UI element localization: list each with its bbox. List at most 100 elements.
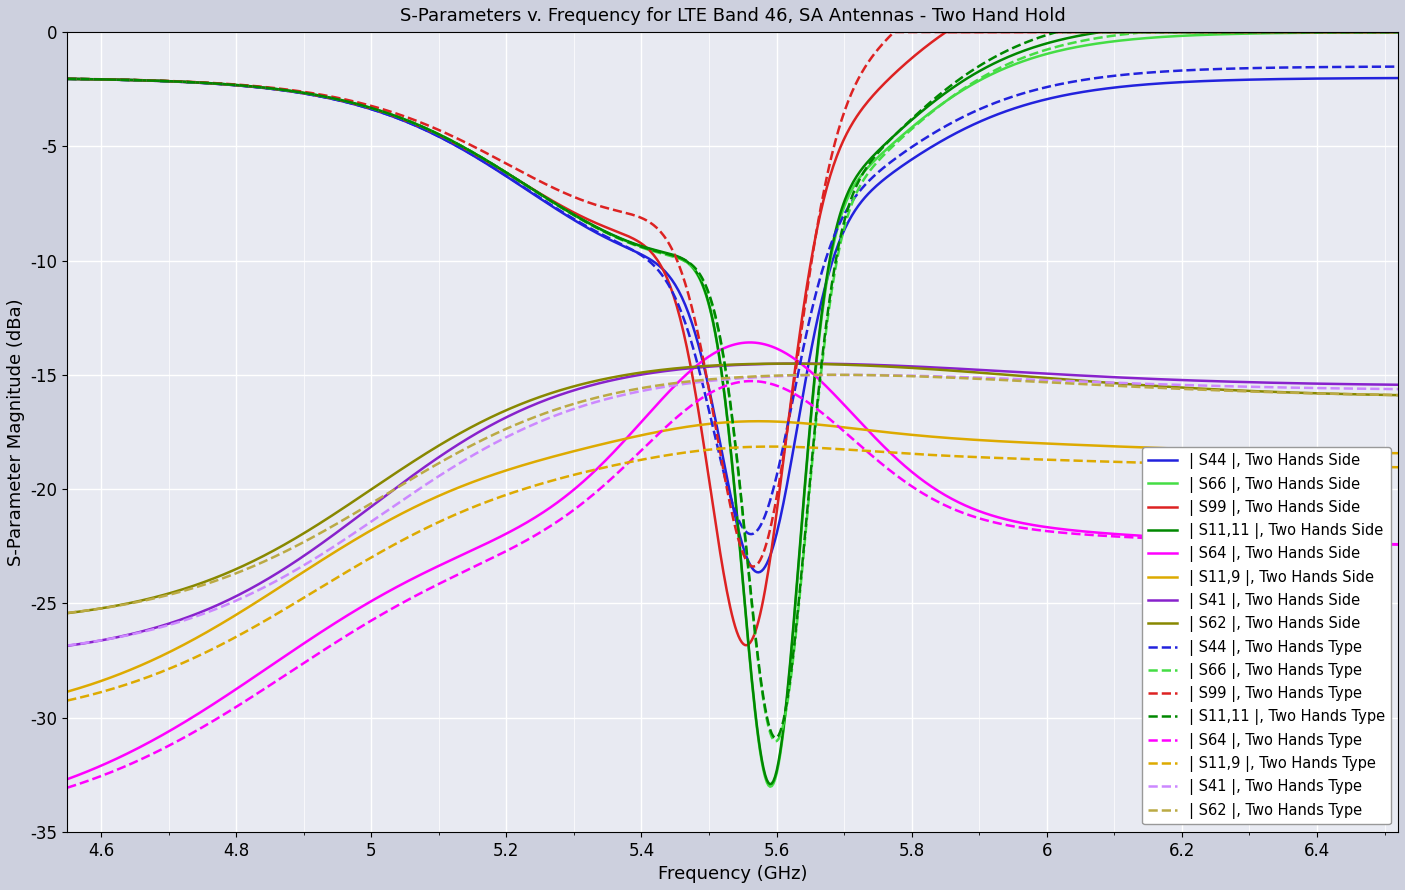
- | S11,9 |, Two Hands Type: [1069, 456, 1086, 466]
- | S41 |, Two Hands Type: [908, 370, 924, 381]
- | S62 |, Two Hands Type: [1069, 378, 1086, 389]
- | S62 |, Two Hands Type: [140, 595, 157, 605]
- Line: | S11,11 |, Two Hands Side: | S11,11 |, Two Hands Side: [67, 32, 1398, 784]
- | S62 |, Two Hands Side: [1069, 375, 1086, 385]
- | S44 |, Two Hands Type: [1390, 61, 1405, 72]
- | S66 |, Two Hands Side: [868, 153, 885, 164]
- | S99 |, Two Hands Type: [59, 74, 76, 85]
- | S62 |, Two Hands Type: [868, 370, 885, 381]
- | S41 |, Two Hands Type: [832, 369, 849, 380]
- | S66 |, Two Hands Side: [1207, 29, 1224, 40]
- Line: | S44 |, Two Hands Type: | S44 |, Two Hands Type: [67, 67, 1398, 534]
- | S44 |, Two Hands Type: [1207, 64, 1224, 75]
- | S41 |, Two Hands Side: [140, 624, 157, 635]
- Y-axis label: S-Parameter Magnitude (dBa): S-Parameter Magnitude (dBa): [7, 298, 25, 566]
- | S99 |, Two Hands Side: [833, 139, 850, 150]
- | S41 |, Two Hands Side: [1390, 379, 1405, 390]
- | S99 |, Two Hands Side: [59, 74, 76, 85]
- | S64 |, Two Hands Side: [1207, 534, 1224, 545]
- | S99 |, Two Hands Type: [1390, 27, 1405, 37]
- | S62 |, Two Hands Side: [868, 360, 885, 371]
- | S41 |, Two Hands Type: [840, 369, 857, 380]
- X-axis label: Frequency (GHz): Frequency (GHz): [658, 865, 808, 883]
- | S44 |, Two Hands Type: [59, 74, 76, 85]
- | S66 |, Two Hands Type: [868, 158, 885, 168]
- | S44 |, Two Hands Side: [833, 231, 850, 241]
- Line: | S11,9 |, Two Hands Side: | S11,9 |, Two Hands Side: [67, 421, 1398, 692]
- | S41 |, Two Hands Type: [59, 640, 76, 651]
- | S99 |, Two Hands Side: [1072, 27, 1089, 37]
- | S11,9 |, Two Hands Side: [1207, 444, 1224, 455]
- Line: | S62 |, Two Hands Side: | S62 |, Two Hands Side: [67, 364, 1398, 613]
- | S11,9 |, Two Hands Type: [833, 444, 850, 455]
- Title: S-Parameters v. Frequency for LTE Band 46, SA Antennas - Two Hand Hold: S-Parameters v. Frequency for LTE Band 4…: [400, 7, 1065, 25]
- Line: | S11,11 |, Two Hands Type: | S11,11 |, Two Hands Type: [67, 32, 1398, 738]
- | S66 |, Two Hands Side: [833, 208, 850, 219]
- | S64 |, Two Hands Side: [833, 397, 850, 408]
- | S41 |, Two Hands Type: [1390, 384, 1405, 394]
- | S66 |, Two Hands Side: [1390, 27, 1405, 37]
- | S66 |, Two Hands Side: [908, 118, 924, 129]
- | S99 |, Two Hands Type: [887, 27, 903, 37]
- | S64 |, Two Hands Side: [59, 774, 76, 785]
- | S11,9 |, Two Hands Side: [59, 686, 76, 697]
- | S11,11 |, Two Hands Side: [868, 147, 885, 158]
- | S11,11 |, Two Hands Type: [1072, 27, 1089, 37]
- | S41 |, Two Hands Side: [868, 360, 885, 370]
- Line: | S99 |, Two Hands Side: | S99 |, Two Hands Side: [67, 32, 1398, 645]
- | S99 |, Two Hands Type: [910, 27, 927, 37]
- | S66 |, Two Hands Type: [59, 74, 76, 85]
- | S11,9 |, Two Hands Type: [1207, 459, 1224, 470]
- | S44 |, Two Hands Side: [1207, 76, 1224, 86]
- | S41 |, Two Hands Side: [908, 361, 924, 372]
- | S41 |, Two Hands Side: [1069, 370, 1086, 381]
- | S99 |, Two Hands Type: [833, 114, 850, 125]
- | S64 |, Two Hands Type: [1069, 529, 1086, 539]
- | S44 |, Two Hands Type: [868, 168, 885, 179]
- | S62 |, Two Hands Side: [908, 363, 924, 374]
- | S11,11 |, Two Hands Type: [868, 149, 885, 159]
- | S66 |, Two Hands Type: [140, 75, 157, 85]
- | S66 |, Two Hands Type: [833, 232, 850, 243]
- Line: | S66 |, Two Hands Side: | S66 |, Two Hands Side: [67, 32, 1398, 787]
- | S99 |, Two Hands Type: [1072, 27, 1089, 37]
- | S66 |, Two Hands Type: [767, 736, 784, 747]
- | S99 |, Two Hands Type: [1208, 27, 1225, 37]
- | S62 |, Two Hands Side: [1390, 390, 1405, 400]
- | S11,11 |, Two Hands Type: [1048, 27, 1065, 37]
- | S66 |, Two Hands Type: [908, 119, 924, 130]
- | S44 |, Two Hands Side: [140, 76, 157, 86]
- | S11,9 |, Two Hands Type: [59, 695, 76, 706]
- | S66 |, Two Hands Side: [59, 74, 76, 85]
- | S64 |, Two Hands Type: [833, 424, 850, 434]
- | S99 |, Two Hands Type: [140, 75, 157, 85]
- | S41 |, Two Hands Type: [1207, 381, 1224, 392]
- | S11,11 |, Two Hands Type: [767, 732, 784, 743]
- | S64 |, Two Hands Type: [1207, 536, 1224, 546]
- | S62 |, Two Hands Type: [822, 369, 839, 380]
- | S11,9 |, Two Hands Side: [750, 416, 767, 426]
- | S99 |, Two Hands Side: [1208, 27, 1225, 37]
- | S11,9 |, Two Hands Side: [140, 657, 157, 668]
- | S64 |, Two Hands Side: [908, 471, 924, 481]
- | S11,11 |, Two Hands Side: [762, 779, 778, 789]
- | S11,9 |, Two Hands Side: [1390, 448, 1405, 458]
- | S44 |, Two Hands Side: [1069, 87, 1086, 98]
- Line: | S41 |, Two Hands Type: | S41 |, Two Hands Type: [67, 375, 1398, 645]
- | S99 |, Two Hands Side: [1390, 27, 1405, 37]
- | S11,11 |, Two Hands Side: [140, 75, 157, 85]
- | S62 |, Two Hands Side: [1207, 384, 1224, 394]
- | S62 |, Two Hands Side: [777, 359, 794, 369]
- | S11,11 |, Two Hands Side: [1208, 27, 1225, 37]
- | S11,9 |, Two Hands Type: [763, 441, 780, 452]
- | S44 |, Two Hands Type: [140, 76, 157, 86]
- | S11,9 |, Two Hands Side: [1069, 440, 1086, 450]
- | S11,11 |, Two Hands Type: [833, 226, 850, 237]
- | S41 |, Two Hands Side: [1207, 376, 1224, 386]
- | S66 |, Two Hands Side: [762, 781, 778, 792]
- | S64 |, Two Hands Type: [908, 484, 924, 495]
- | S11,9 |, Two Hands Type: [908, 449, 924, 459]
- | S99 |, Two Hands Type: [868, 45, 885, 56]
- Line: | S62 |, Two Hands Type: | S62 |, Two Hands Type: [67, 375, 1398, 613]
- | S11,9 |, Two Hands Type: [140, 671, 157, 682]
